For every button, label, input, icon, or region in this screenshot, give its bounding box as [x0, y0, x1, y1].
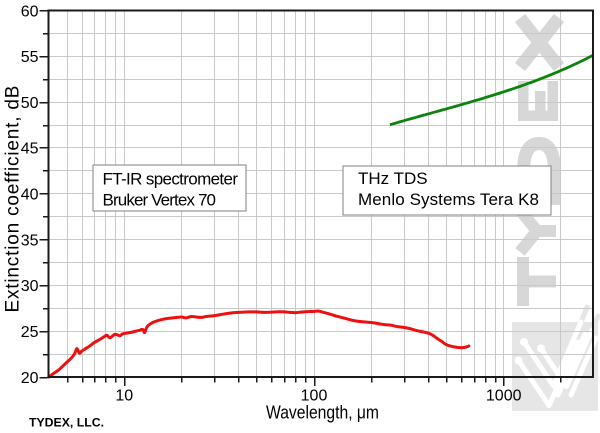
svg-text:100: 100	[301, 388, 328, 405]
svg-text:60: 60	[21, 3, 39, 20]
svg-text:40: 40	[21, 187, 39, 204]
svg-text:THz TDS: THz TDS	[358, 169, 428, 188]
svg-text:1000: 1000	[486, 388, 522, 405]
svg-text:50: 50	[21, 95, 39, 112]
svg-text:TYDEX, LLC.: TYDEX, LLC.	[29, 416, 104, 430]
svg-text:Bruker Vertex 70: Bruker Vertex 70	[103, 190, 217, 209]
svg-text:30: 30	[21, 278, 39, 295]
svg-text:Menlo Systems Tera K8: Menlo Systems Tera K8	[358, 190, 539, 209]
svg-text:20: 20	[21, 370, 39, 387]
svg-text:55: 55	[21, 49, 39, 66]
svg-text:Extinction coefficient, dB: Extinction coefficient, dB	[3, 86, 24, 313]
svg-text:25: 25	[21, 324, 39, 341]
svg-text:45: 45	[21, 141, 39, 158]
svg-text:35: 35	[21, 232, 39, 249]
svg-text:10: 10	[115, 388, 133, 405]
svg-text:Wavelength, μm: Wavelength, μm	[266, 403, 379, 423]
svg-text:FT-IR spectrometer: FT-IR spectrometer	[103, 170, 239, 189]
